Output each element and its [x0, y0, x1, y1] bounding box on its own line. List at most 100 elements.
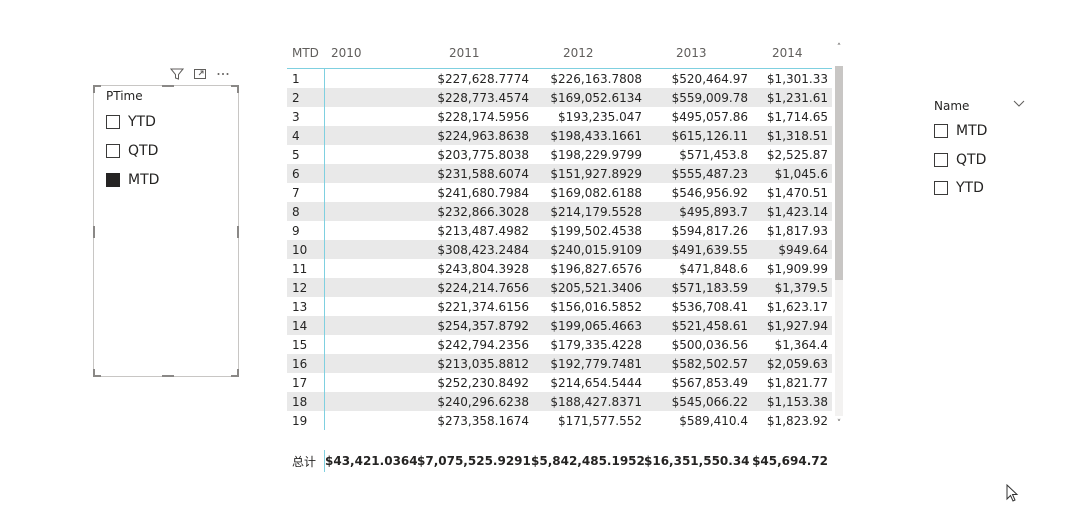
table-cell: $1,423.14 — [766, 204, 828, 219]
table-cell: $567,853.49 — [671, 375, 748, 390]
row-header: 11 — [287, 259, 325, 278]
name-slicer-title: Name — [934, 99, 970, 113]
table-cell: $231,588.6074 — [437, 166, 529, 181]
column-header[interactable]: 2013 — [676, 46, 707, 60]
option-label: MTD — [956, 123, 988, 139]
checkbox-checked[interactable] — [106, 173, 120, 187]
table-cell: $520,464.97 — [671, 71, 748, 86]
column-header[interactable]: 2010 — [331, 46, 362, 60]
resize-handle-bottom-left[interactable] — [93, 369, 101, 377]
chevron-down-icon[interactable] — [1012, 96, 1026, 110]
table-row: 11 $243,804.3928 $196,827.6576 $471,848.6 $1… — [287, 259, 832, 278]
row-header: 7 — [287, 183, 325, 202]
column-header[interactable]: 2011 — [449, 46, 480, 60]
checkbox[interactable] — [106, 144, 120, 158]
table-scrollbar[interactable]: ˄ ˅ — [834, 40, 844, 432]
row-header: 14 — [287, 316, 325, 335]
ptime-option-qtd[interactable]: QTD — [106, 143, 158, 159]
total-cell: $16,351,550.34 — [644, 454, 750, 468]
table-row: 12 $224,214.7656 $205,521.3406 $571,183.59 $… — [287, 278, 832, 297]
table-cell: $203,775.8038 — [437, 147, 529, 162]
table-cell: $192,779.7481 — [550, 356, 642, 371]
table-row: 13 $221,374.6156 $156,016.5852 $536,708.41 $… — [287, 297, 832, 316]
column-header[interactable]: 2012 — [563, 46, 594, 60]
table-cell: $1,821.77 — [766, 375, 828, 390]
table-cell: $1,045.6 — [774, 166, 828, 181]
resize-handle-bottom[interactable] — [162, 375, 174, 377]
option-label: QTD — [128, 143, 159, 159]
resize-handle-right[interactable] — [237, 226, 239, 238]
more-options-icon[interactable] — [216, 67, 230, 81]
checkbox[interactable] — [106, 115, 120, 129]
table-cell: $169,082.6188 — [550, 185, 642, 200]
table-row: 9 $213,487.4982 $199,502.4538 $594,817.26 $1… — [287, 221, 832, 240]
table-row: 19 $273,358.1674 $171,577.552 $589,410.4 $1,… — [287, 411, 832, 430]
table-cell: $214,179.5528 — [550, 204, 642, 219]
scroll-thumb[interactable] — [835, 66, 843, 280]
row-header: 4 — [287, 126, 325, 145]
table-cell: $199,065.4663 — [550, 318, 642, 333]
table-cell: $205,521.3406 — [550, 280, 642, 295]
row-header: 12 — [287, 278, 325, 297]
table-cell: $273,358.1674 — [437, 413, 529, 428]
checkbox[interactable] — [934, 153, 948, 167]
table-cell: $213,487.4982 — [437, 223, 529, 238]
name-option-qtd[interactable]: QTD — [934, 152, 986, 168]
table-row: 17 $252,230.8492 $214,654.5444 $567,853.49 $… — [287, 373, 832, 392]
resize-handle-top-left[interactable] — [93, 85, 101, 93]
table-cell: $545,066.22 — [671, 394, 748, 409]
table-cell: $232,866.3028 — [437, 204, 529, 219]
table-cell: $594,817.26 — [671, 223, 748, 238]
table-cell: $242,794.2356 — [437, 337, 529, 352]
table-row: 1 $227,628.7774 $226,163.7808 $520,464.97 $1… — [287, 69, 832, 88]
checkbox[interactable] — [934, 181, 948, 195]
table-cell: $252,230.8492 — [437, 375, 529, 390]
visual-header-toolbar — [170, 66, 230, 82]
ptime-option-ytd[interactable]: YTD — [106, 114, 156, 130]
table-cell: $198,433.1661 — [550, 128, 642, 143]
resize-handle-left[interactable] — [93, 226, 95, 238]
table-cell: $2,525.87 — [766, 147, 828, 162]
table-header-row: MTD 2010 2011 2012 2013 2014 — [287, 38, 832, 69]
table-cell: $571,183.59 — [671, 280, 748, 295]
row-header: 9 — [287, 221, 325, 240]
ptime-option-mtd[interactable]: MTD — [106, 172, 159, 188]
option-label: MTD — [128, 172, 160, 188]
row-header: 1 — [287, 69, 325, 88]
table-cell: $1,714.65 — [766, 109, 828, 124]
table-row: 2 $228,773.4574 $169,052.6134 $559,009.78 $1… — [287, 88, 832, 107]
table-cell: $169,052.6134 — [550, 90, 642, 105]
scroll-up-arrow-icon[interactable]: ˄ — [836, 43, 842, 53]
column-header[interactable]: MTD — [292, 46, 319, 60]
table-cell: $491,639.55 — [671, 242, 748, 257]
table-row: 3 $228,174.5956 $193,235.047 $495,057.86 $1,… — [287, 107, 832, 126]
row-header: 3 — [287, 107, 325, 126]
table-body: 1 $227,628.7774 $226,163.7808 $520,464.97 $1… — [287, 69, 832, 450]
matrix-table: MTD 2010 2011 2012 2013 2014 1 $227,628.7… — [287, 38, 832, 472]
table-cell: $1,364.4 — [774, 337, 828, 352]
checkbox[interactable] — [934, 124, 948, 138]
table-cell: $214,654.5444 — [550, 375, 642, 390]
resize-handle-top-right[interactable] — [231, 85, 239, 93]
focus-mode-icon[interactable] — [193, 67, 207, 81]
table-cell: $536,708.41 — [671, 299, 748, 314]
filter-icon[interactable] — [170, 67, 184, 81]
table-cell: $555,487.23 — [671, 166, 748, 181]
resize-handle-bottom-right[interactable] — [231, 369, 239, 377]
row-header: 2 — [287, 88, 325, 107]
name-option-mtd[interactable]: MTD — [934, 123, 987, 139]
column-header[interactable]: 2014 — [772, 46, 803, 60]
table-cell: $188,427.8371 — [550, 394, 642, 409]
table-cell: $471,848.6 — [679, 261, 748, 276]
table-total-row: 总计 $43,421.0364 $7,075,525.9291 $5,842,4… — [287, 450, 832, 472]
row-header: 19 — [287, 411, 325, 430]
table-cell: $240,015.9109 — [550, 242, 642, 257]
scroll-down-arrow-icon[interactable]: ˅ — [836, 419, 842, 429]
table-row: 10 $308,423.2484 $240,015.9109 $491,639.55 $… — [287, 240, 832, 259]
ptime-slicer-frame[interactable] — [93, 85, 239, 377]
table-cell: $198,229.9799 — [550, 147, 642, 162]
name-option-ytd[interactable]: YTD — [934, 180, 984, 196]
table-cell: $615,126.11 — [671, 128, 748, 143]
resize-handle-top[interactable] — [162, 85, 174, 87]
total-cell: $5,842,485.1952 — [531, 454, 644, 468]
